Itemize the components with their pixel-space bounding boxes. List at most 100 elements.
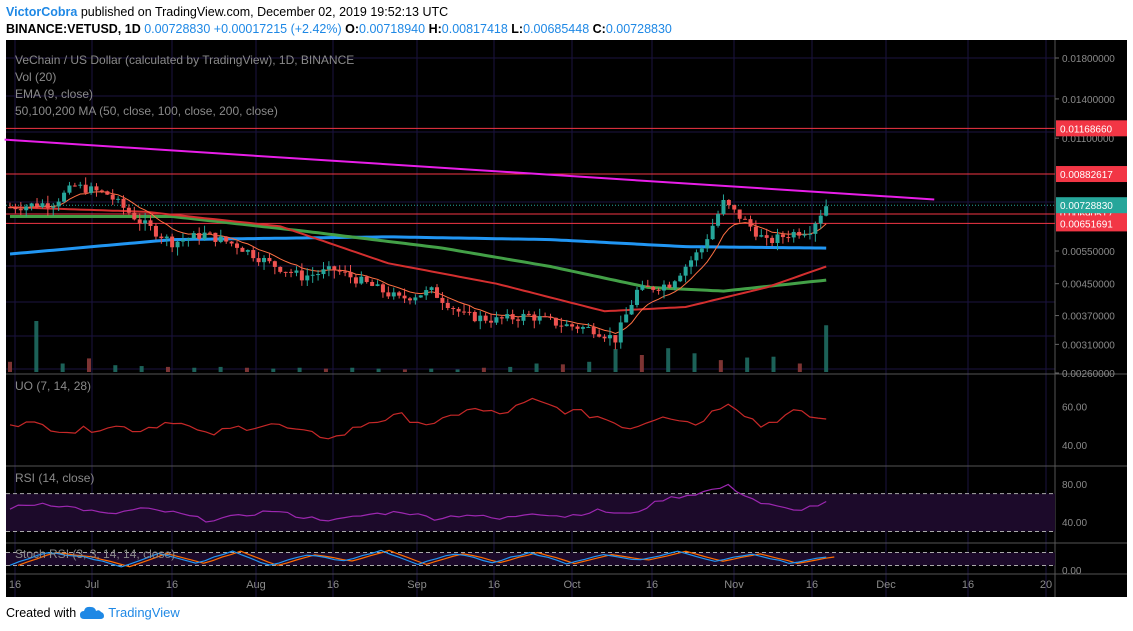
volume-bar bbox=[218, 366, 223, 372]
candle-body bbox=[440, 297, 445, 303]
candle-body bbox=[126, 207, 131, 213]
candle-body bbox=[78, 184, 83, 186]
last-price-label: 0.00728830 bbox=[1060, 201, 1113, 212]
candle-body bbox=[478, 315, 483, 322]
candle-body bbox=[186, 238, 191, 241]
price-axis: 0.01800000 0.01400000 0.01100000 0.00550000… bbox=[1055, 54, 1127, 380]
price-level-label: 0.00651691 bbox=[1060, 219, 1113, 230]
candle-body bbox=[780, 234, 785, 238]
candle-body bbox=[224, 236, 229, 242]
price-level-tag bbox=[1056, 215, 1127, 232]
ma200-line bbox=[9, 235, 827, 256]
candle-body bbox=[434, 287, 439, 298]
candle-body bbox=[305, 275, 310, 281]
candle-body bbox=[89, 186, 94, 193]
candle-body bbox=[716, 214, 721, 226]
candle-body bbox=[83, 184, 88, 193]
candle-body bbox=[148, 220, 153, 226]
ma100-line bbox=[10, 215, 827, 293]
candle-body bbox=[510, 314, 515, 320]
candle-body bbox=[705, 239, 710, 249]
volume-bar bbox=[192, 367, 197, 372]
volume-bar bbox=[824, 325, 829, 372]
candle-body bbox=[272, 261, 277, 267]
moving-averages bbox=[9, 191, 827, 335]
symbol-label: BINANCE:VETUSD, 1D bbox=[6, 22, 141, 36]
candle-body bbox=[397, 292, 402, 296]
time-axis-label: 16 bbox=[806, 579, 818, 591]
close-label: C: bbox=[592, 22, 606, 36]
candle-body bbox=[343, 271, 348, 273]
volume-bar bbox=[771, 356, 776, 372]
indicator-legend: EMA (9, close) bbox=[15, 87, 93, 101]
candle-body bbox=[29, 203, 34, 207]
candle-body bbox=[699, 248, 704, 253]
candle-body bbox=[764, 235, 769, 238]
candle-body bbox=[218, 236, 223, 242]
ohlc-line: BINANCE:VETUSD, 1D 0.00728830 +0.0001721… bbox=[6, 22, 672, 36]
candle-body bbox=[737, 209, 742, 219]
ema-line bbox=[9, 191, 827, 335]
candle-body bbox=[775, 234, 780, 243]
candle-body bbox=[570, 324, 575, 327]
volume-bar bbox=[797, 363, 802, 372]
candle-body bbox=[332, 266, 337, 271]
candle-body bbox=[813, 223, 818, 234]
candle-body bbox=[267, 257, 272, 262]
candle-body bbox=[748, 219, 753, 227]
candle-body bbox=[732, 205, 737, 210]
candles bbox=[8, 177, 829, 350]
candle-body bbox=[45, 203, 50, 208]
candle-body bbox=[429, 287, 434, 291]
author-link[interactable]: VictorCobra bbox=[6, 5, 78, 19]
oscillator-axis-label: 0.00 bbox=[1062, 566, 1082, 577]
volume-bar bbox=[402, 369, 407, 372]
time-axis-label: Oct bbox=[563, 579, 580, 591]
volume-bar bbox=[34, 321, 39, 372]
candle-body bbox=[380, 284, 385, 293]
candle-body bbox=[8, 207, 12, 209]
candle-body bbox=[51, 206, 56, 208]
candle-body bbox=[721, 200, 726, 215]
candle-body bbox=[743, 218, 748, 220]
candle-body bbox=[62, 192, 67, 202]
volume-bar bbox=[297, 367, 302, 372]
candle-body bbox=[694, 252, 699, 261]
volume-bar bbox=[271, 368, 276, 372]
price-axis-label: 0.01100000 bbox=[1062, 134, 1115, 145]
candle-body bbox=[824, 206, 829, 216]
tradingview-link[interactable]: TradingView bbox=[108, 605, 180, 620]
time-axis-label: 20 bbox=[1040, 579, 1052, 591]
last-price-tag bbox=[1056, 197, 1127, 214]
candle-body bbox=[553, 317, 558, 326]
candle-body bbox=[137, 219, 142, 224]
candle-body bbox=[564, 324, 569, 327]
instrument-legend: VeChain / US Dollar (calculated by Tradi… bbox=[15, 53, 354, 67]
candle-body bbox=[618, 322, 623, 343]
candle-body bbox=[483, 315, 488, 321]
candle-body bbox=[18, 209, 23, 211]
candle-body bbox=[256, 258, 261, 263]
candle-body bbox=[56, 201, 61, 207]
volume-bar bbox=[639, 355, 644, 372]
candle-body bbox=[613, 335, 618, 343]
high-label: H: bbox=[428, 22, 442, 36]
oscillator-legend: UO (7, 14, 28) bbox=[15, 379, 91, 393]
candle-body bbox=[597, 334, 602, 337]
candle-body bbox=[672, 281, 677, 288]
time-axis-label: 16 bbox=[166, 579, 178, 591]
candle-body bbox=[548, 316, 553, 318]
candle-body bbox=[159, 236, 164, 239]
candle-body bbox=[164, 236, 169, 239]
candle-body bbox=[407, 298, 412, 301]
candle-body bbox=[370, 281, 375, 286]
price-level-label: 0.01168660 bbox=[1060, 124, 1113, 135]
candle-body bbox=[316, 274, 321, 276]
candle-body bbox=[202, 232, 207, 239]
volume-bar bbox=[534, 363, 539, 372]
volume-bar bbox=[455, 369, 460, 372]
candle-body bbox=[99, 190, 104, 192]
volume-bar bbox=[8, 361, 12, 372]
volume-bar bbox=[429, 368, 434, 372]
time-axis-label: Sep bbox=[407, 579, 427, 591]
